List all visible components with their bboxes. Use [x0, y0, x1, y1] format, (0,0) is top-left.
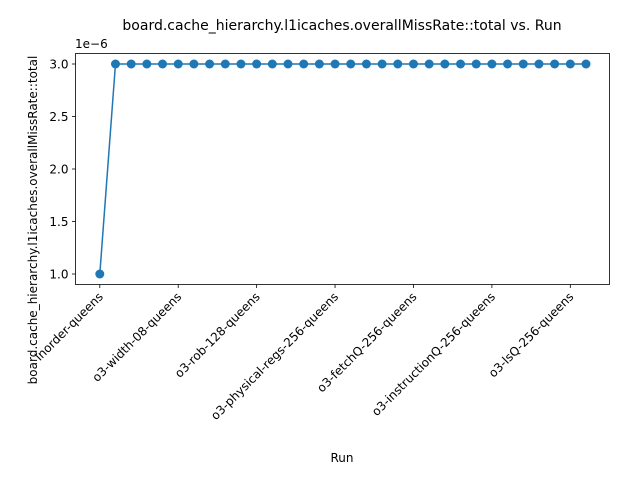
data-point [471, 59, 481, 69]
data-point [283, 59, 293, 69]
data-point [314, 59, 324, 69]
data-point [236, 59, 246, 69]
series-layer [95, 59, 591, 279]
data-point [299, 59, 309, 69]
data-point [440, 59, 450, 69]
y-axis-label: board.cache_hierarchy.l1icaches.overallM… [26, 56, 40, 385]
data-point [424, 59, 434, 69]
data-point [252, 59, 262, 69]
y-tick-label: 2.0 [49, 163, 68, 177]
data-point [330, 59, 340, 69]
data-point [220, 59, 230, 69]
data-point [456, 59, 466, 69]
data-point [142, 59, 152, 69]
data-point [581, 59, 591, 69]
data-point [189, 59, 199, 69]
data-point [503, 59, 513, 69]
y-tick-label: 1.5 [49, 215, 68, 229]
plot-frame [75, 53, 610, 285]
data-point [346, 59, 356, 69]
data-point [126, 59, 136, 69]
x-axis-label: Run [330, 451, 353, 465]
data-point [361, 59, 371, 69]
data-point [518, 59, 528, 69]
data-point [173, 59, 183, 69]
data-point [110, 59, 120, 69]
data-point [95, 269, 105, 279]
data-point [377, 59, 387, 69]
y-tick-label: 1.0 [49, 268, 68, 282]
data-point [158, 59, 168, 69]
data-point [534, 59, 544, 69]
data-point [205, 59, 215, 69]
data-point [393, 59, 403, 69]
data-point [487, 59, 497, 69]
chart-title: board.cache_hierarchy.l1icaches.overallM… [122, 18, 561, 34]
data-point [267, 59, 277, 69]
data-point [550, 59, 560, 69]
y-offset-label: 1e−6 [75, 37, 108, 51]
data-point [408, 59, 418, 69]
y-axis-ticks: 1.0 1.5 2.0 2.5 3.0 [49, 58, 76, 282]
data-point [565, 59, 575, 69]
y-tick-label: 2.5 [49, 110, 68, 124]
y-tick-label: 3.0 [49, 58, 68, 72]
